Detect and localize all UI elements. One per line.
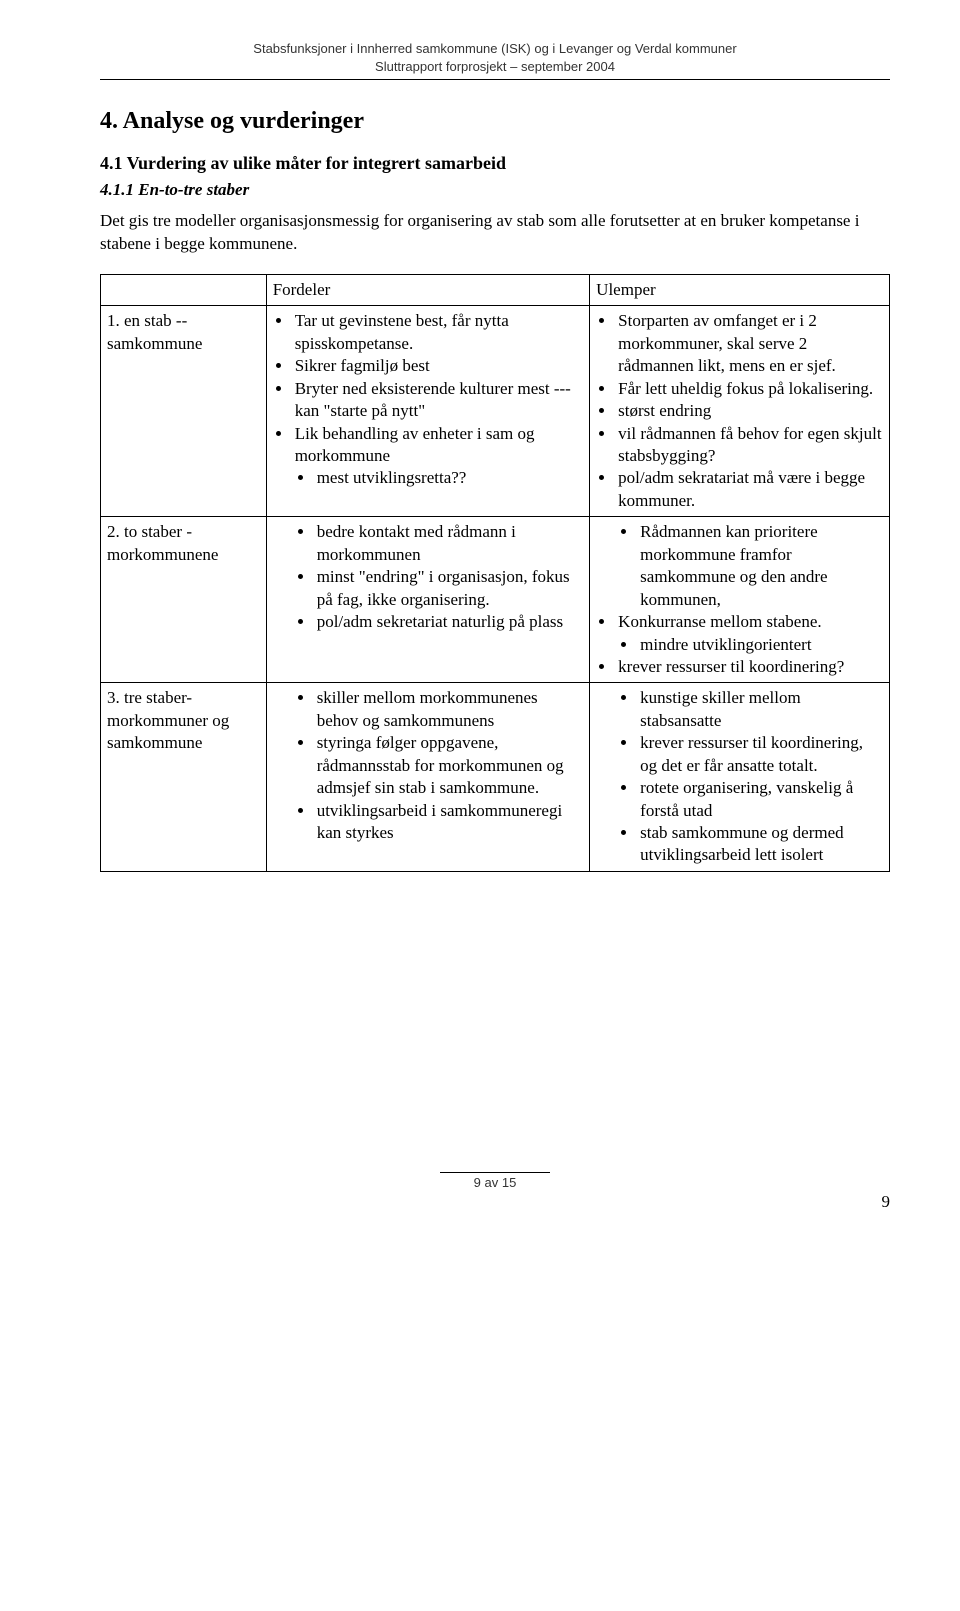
list-item: vil rådmannen få behov for egen skjult s… [616,423,883,468]
list-item: mindre utviklingorientert [638,634,883,656]
page-footer: 9 av 15 9 [100,1172,890,1212]
list-item: Får lett uheldig fokus på lokalisering. [616,378,883,400]
list-item: kunstige skiller mellom stabsansatte [638,687,883,732]
list-item: krever ressurser til koordinering? [616,656,883,678]
table-header-row: Fordeler Ulemper [101,274,890,305]
bullet-list-indented: skiller mellom morkommunenes behov og sa… [273,687,583,844]
bullet-list: Tar ut gevinstene best, får nytta spissk… [273,310,583,467]
ulemper-cell: Storparten av omfanget er i 2 morkommune… [590,306,890,517]
bullet-list: krever ressurser til koordinering? [596,656,883,678]
list-item: stab samkommune og dermed utviklingsarbe… [638,822,883,867]
bullet-list-indented: Rådmannen kan prioritere morkommune fram… [596,521,883,611]
fordeler-cell: skiller mellom morkommunenes behov og sa… [266,683,589,872]
list-item: pol/adm sekratariat må være i begge komm… [616,467,883,512]
header-line-2: Sluttrapport forprosjekt – september 200… [100,58,890,76]
bullet-list: Konkurranse mellom stabene. [596,611,883,633]
subsubsection-title: 4.1.1 En-to-tre staber [100,180,890,200]
list-item: Bryter ned eksisterende kulturer mest --… [293,378,583,423]
row-label: 3. tre staber- morkommuner og samkommune [101,683,267,872]
row-label: 1. en stab -- samkommune [101,306,267,517]
list-item: krever ressurser til koordinering, og de… [638,732,883,777]
list-item: Konkurranse mellom stabene. [616,611,883,633]
subsection-title: 4.1 Vurdering av ulike måter for integre… [100,153,890,174]
bullet-list-indented: bedre kontakt med rådmann i morkommunen … [273,521,583,633]
running-header: Stabsfunksjoner i Innherred samkommune (… [100,40,890,80]
bullet-list: Storparten av omfanget er i 2 morkommune… [596,310,883,512]
intro-paragraph: Det gis tre modeller organisasjonsmessig… [100,210,890,256]
table-header-fordeler: Fordeler [266,274,589,305]
list-item: størst endring [616,400,883,422]
comparison-table: Fordeler Ulemper 1. en stab -- samkommun… [100,274,890,872]
list-item: Rådmannen kan prioritere morkommune fram… [638,521,883,611]
list-item: rotete organisering, vanskelig å forstå … [638,777,883,822]
footer-page-number: 9 [882,1192,891,1212]
bullet-list-indented: mindre utviklingorientert [596,634,883,656]
list-item: utviklingsarbeid i samkommuneregi kan st… [315,800,583,845]
row-label: 2. to staber - morkommunene [101,517,267,683]
table-header-ulemper: Ulemper [590,274,890,305]
ulemper-cell: Rådmannen kan prioritere morkommune fram… [590,517,890,683]
bullet-list-indented: kunstige skiller mellom stabsansatte kre… [596,687,883,867]
list-item: pol/adm sekretariat naturlig på plass [315,611,583,633]
header-line-1: Stabsfunksjoner i Innherred samkommune (… [100,40,890,58]
table-header-empty [101,274,267,305]
footer-rule [440,1172,550,1173]
table-row: 3. tre staber- morkommuner og samkommune… [101,683,890,872]
list-item: Sikrer fagmiljø best [293,355,583,377]
list-item: bedre kontakt med rådmann i morkommunen [315,521,583,566]
ulemper-cell: kunstige skiller mellom stabsansatte kre… [590,683,890,872]
table-row: 1. en stab -- samkommune Tar ut gevinste… [101,306,890,517]
page: Stabsfunksjoner i Innherred samkommune (… [0,0,960,1242]
list-item: minst "endring" i organisasjon, fokus på… [315,566,583,611]
list-item: Lik behandling av enheter i sam og morko… [293,423,583,468]
section-title: 4. Analyse og vurderinger [100,108,890,135]
table-row: 2. to staber - morkommunene bedre kontak… [101,517,890,683]
fordeler-cell: bedre kontakt med rådmann i morkommunen … [266,517,589,683]
footer-center: 9 av 15 [100,1175,890,1190]
fordeler-cell: Tar ut gevinstene best, får nytta spissk… [266,306,589,517]
list-item: Storparten av omfanget er i 2 morkommune… [616,310,883,377]
bullet-list-indented: mest utviklingsretta?? [273,467,583,489]
list-item: mest utviklingsretta?? [315,467,583,489]
list-item: styringa følger oppgavene, rådmannsstab … [315,732,583,799]
list-item: Tar ut gevinstene best, får nytta spissk… [293,310,583,355]
list-item: skiller mellom morkommunenes behov og sa… [315,687,583,732]
